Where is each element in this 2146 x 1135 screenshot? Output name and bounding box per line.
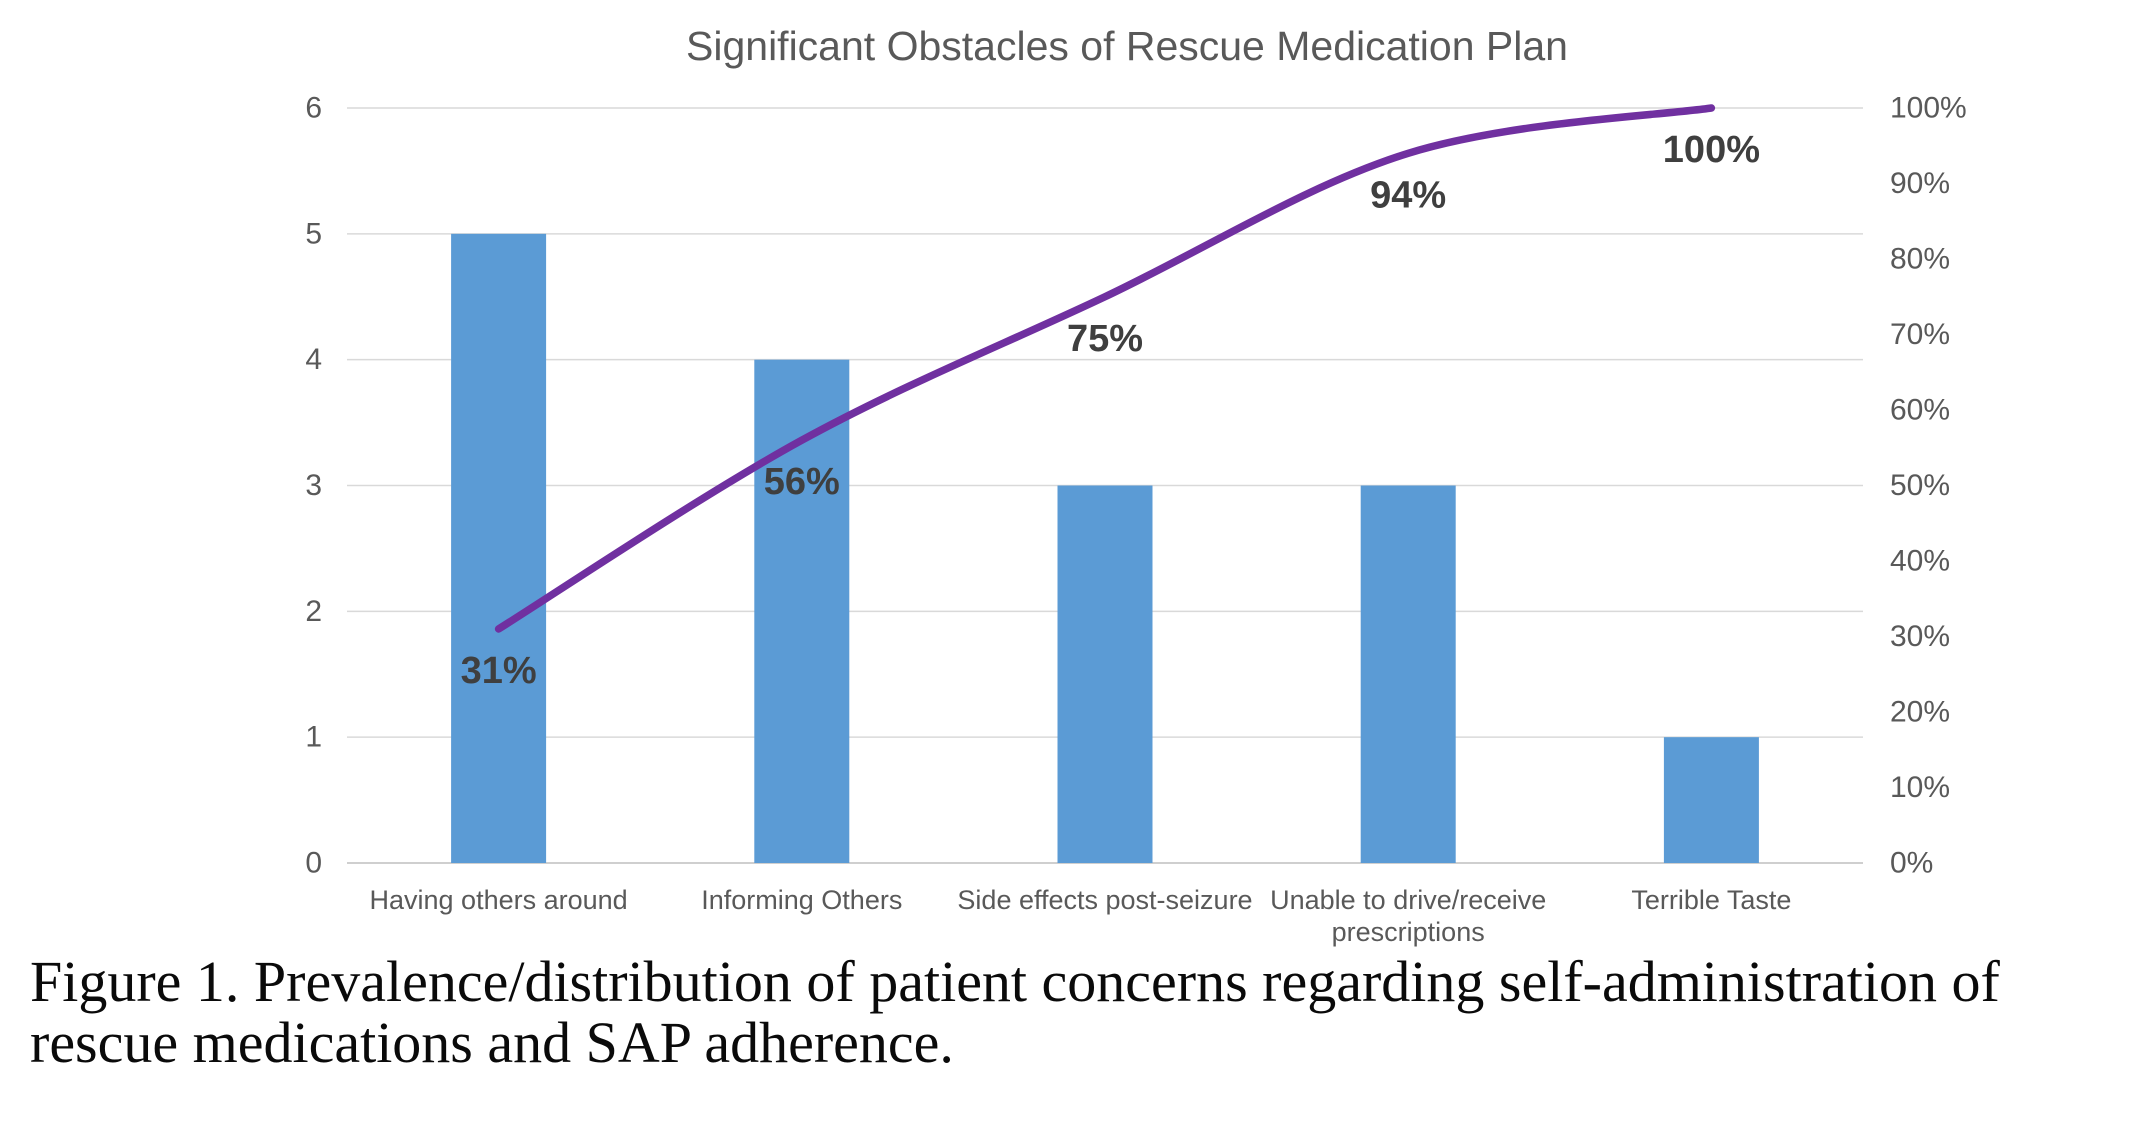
category-label-3: Side effects post-seizure [957, 885, 1253, 915]
right-axis-tick: 30% [1890, 620, 1950, 653]
right-axis-tick: 20% [1890, 696, 1950, 729]
figure-caption-text: Figure 1. Prevalence/distribution of pat… [30, 949, 2000, 1075]
category-label-4: Unable to drive/receive prescriptions [1270, 885, 1547, 947]
bar-3 [1057, 485, 1153, 863]
category-label-5: Terrible Taste [1631, 885, 1792, 915]
right-axis-tick: 70% [1890, 318, 1950, 351]
right-axis-tick: 60% [1890, 394, 1950, 427]
category-label-1: Having others around [369, 885, 628, 915]
pareto-chart: Significant Obstacles of Rescue Medicati… [305, 23, 1966, 947]
figure-caption: Figure 1. Prevalence/distribution of pat… [30, 951, 2105, 1073]
bar-5 [1663, 737, 1759, 863]
chart-plot: 01234560%10%20%30%40%50%60%70%80%90%100%… [305, 92, 1966, 880]
category-label-2: Informing Others [701, 885, 903, 915]
line-data-label: 75% [1067, 318, 1143, 360]
bar-1 [451, 233, 547, 864]
line-data-label: 100% [1663, 129, 1760, 171]
right-axis-tick: 90% [1890, 167, 1950, 200]
line-data-label: 31% [461, 650, 537, 692]
right-axis-tick: 0% [1890, 847, 1933, 880]
right-axis-tick: 80% [1890, 243, 1950, 276]
left-axis-tick: 2 [305, 595, 322, 628]
left-axis-tick: 0 [305, 847, 322, 880]
right-axis-tick: 10% [1890, 771, 1950, 804]
bar-2 [754, 359, 850, 863]
left-axis-tick: 6 [305, 92, 322, 125]
right-axis-tick: 40% [1890, 545, 1950, 578]
chart-svg: Significant Obstacles of Rescue Medicati… [305, 23, 1966, 880]
cumulative-line [494, 104, 1716, 633]
left-axis-tick: 5 [305, 217, 322, 250]
left-axis-tick: 4 [305, 343, 322, 376]
left-axis-tick: 3 [305, 469, 322, 502]
bar-4 [1360, 485, 1456, 863]
line-data-label: 56% [764, 461, 840, 503]
left-axis-tick: 1 [305, 721, 322, 754]
line-data-label: 94% [1370, 174, 1446, 216]
chart-title: Significant Obstacles of Rescue Medicati… [686, 23, 1568, 69]
right-axis-tick: 50% [1890, 469, 1950, 502]
right-axis-tick: 100% [1890, 92, 1967, 125]
